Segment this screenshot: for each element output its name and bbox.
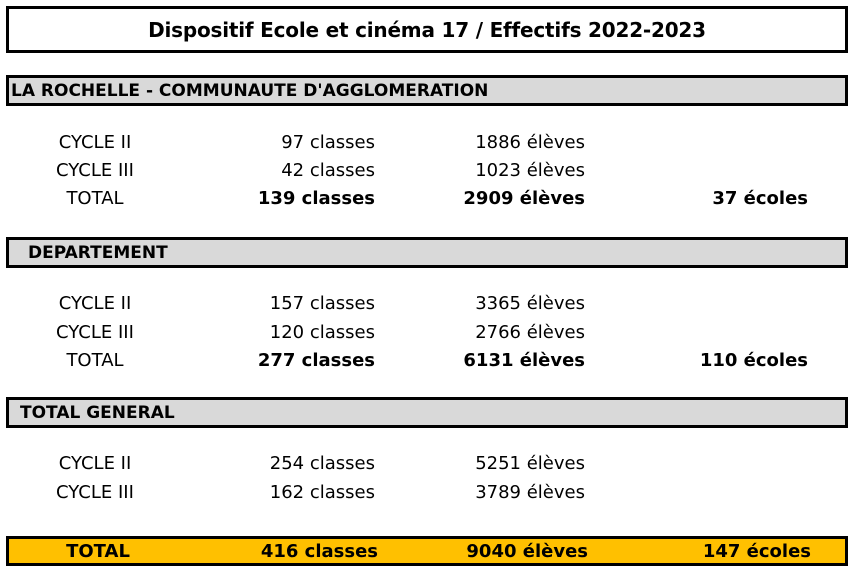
row-label: TOTAL bbox=[66, 188, 124, 209]
row-eleves: 3365 élèves bbox=[475, 293, 585, 314]
row-eleves: 2909 élèves bbox=[463, 188, 585, 209]
row-ecoles: 110 écoles bbox=[699, 350, 808, 371]
table-row: CYCLE III 162 classes 3789 élèves bbox=[0, 482, 856, 508]
table-row-total: TOTAL 277 classes 6131 élèves 110 écoles bbox=[0, 350, 856, 376]
table-row: CYCLE II 157 classes 3365 élèves bbox=[0, 293, 856, 319]
page-title-text: Dispositif Ecole et cinéma 17 / Effectif… bbox=[148, 17, 706, 42]
grand-total-row: TOTAL 416 classes 9040 élèves 147 écoles bbox=[6, 536, 848, 566]
grand-total-classes: 416 classes bbox=[260, 541, 378, 562]
row-label: CYCLE III bbox=[56, 482, 134, 503]
grand-total-ecoles: 147 écoles bbox=[702, 541, 811, 562]
row-eleves: 1886 élèves bbox=[475, 132, 585, 153]
row-label: CYCLE III bbox=[56, 322, 134, 343]
row-eleves: 2766 élèves bbox=[475, 322, 585, 343]
row-label: CYCLE II bbox=[58, 293, 132, 314]
table-row: CYCLE III 120 classes 2766 élèves bbox=[0, 322, 856, 348]
row-eleves: 5251 élèves bbox=[475, 453, 585, 474]
row-label: TOTAL bbox=[66, 350, 124, 371]
row-eleves: 3789 élèves bbox=[475, 482, 585, 503]
section-header-la-rochelle: LA ROCHELLE - COMMUNAUTE D'AGGLOMERATION bbox=[6, 75, 848, 106]
section-header-label: LA ROCHELLE - COMMUNAUTE D'AGGLOMERATION bbox=[11, 80, 489, 101]
table-row: CYCLE II 254 classes 5251 élèves bbox=[0, 453, 856, 479]
table-row: CYCLE II 97 classes 1886 élèves bbox=[0, 132, 856, 158]
row-classes: 139 classes bbox=[257, 188, 375, 209]
table-row: CYCLE III 42 classes 1023 élèves bbox=[0, 160, 856, 186]
row-classes: 254 classes bbox=[269, 453, 375, 474]
section-header-total-general: TOTAL GENERAL bbox=[6, 397, 848, 428]
row-classes: 157 classes bbox=[269, 293, 375, 314]
row-classes: 162 classes bbox=[269, 482, 375, 503]
row-classes: 97 classes bbox=[281, 132, 375, 153]
table-row-total: TOTAL 139 classes 2909 élèves 37 écoles bbox=[0, 188, 856, 214]
row-label: CYCLE II bbox=[58, 453, 132, 474]
row-eleves: 1023 élèves bbox=[475, 160, 585, 181]
row-ecoles: 37 écoles bbox=[712, 188, 808, 209]
section-header-label: DEPARTEMENT bbox=[28, 242, 168, 263]
row-classes: 277 classes bbox=[257, 350, 375, 371]
row-classes: 120 classes bbox=[269, 322, 375, 343]
grand-total-label: TOTAL bbox=[66, 541, 130, 562]
row-eleves: 6131 élèves bbox=[463, 350, 585, 371]
section-header-departement: DEPARTEMENT bbox=[6, 237, 848, 268]
row-classes: 42 classes bbox=[281, 160, 375, 181]
page-title: Dispositif Ecole et cinéma 17 / Effectif… bbox=[6, 6, 848, 53]
row-label: CYCLE II bbox=[58, 132, 132, 153]
section-header-label: TOTAL GENERAL bbox=[20, 402, 175, 423]
row-label: CYCLE III bbox=[56, 160, 134, 181]
grand-total-eleves: 9040 élèves bbox=[466, 541, 588, 562]
